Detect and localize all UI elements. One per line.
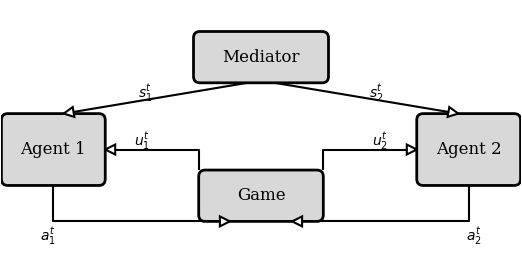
Text: Mediator: Mediator [222,49,300,66]
FancyBboxPatch shape [2,114,105,186]
Text: $s_2^t$: $s_2^t$ [369,83,384,104]
Polygon shape [448,107,458,117]
FancyBboxPatch shape [194,31,328,83]
FancyBboxPatch shape [199,170,323,221]
Polygon shape [292,216,302,226]
Text: $u_2^t$: $u_2^t$ [372,131,388,152]
Text: Agent 1: Agent 1 [20,141,86,158]
FancyBboxPatch shape [417,114,520,186]
Polygon shape [220,216,230,226]
Polygon shape [64,107,74,117]
Text: Game: Game [236,187,286,204]
Polygon shape [105,144,115,155]
Text: $u_1^t$: $u_1^t$ [134,131,150,152]
Text: Agent 2: Agent 2 [436,141,502,158]
Text: $s_1^t$: $s_1^t$ [138,83,153,104]
Text: $a_1^t$: $a_1^t$ [41,225,56,247]
Text: $a_2^t$: $a_2^t$ [466,225,481,247]
Polygon shape [407,144,417,155]
